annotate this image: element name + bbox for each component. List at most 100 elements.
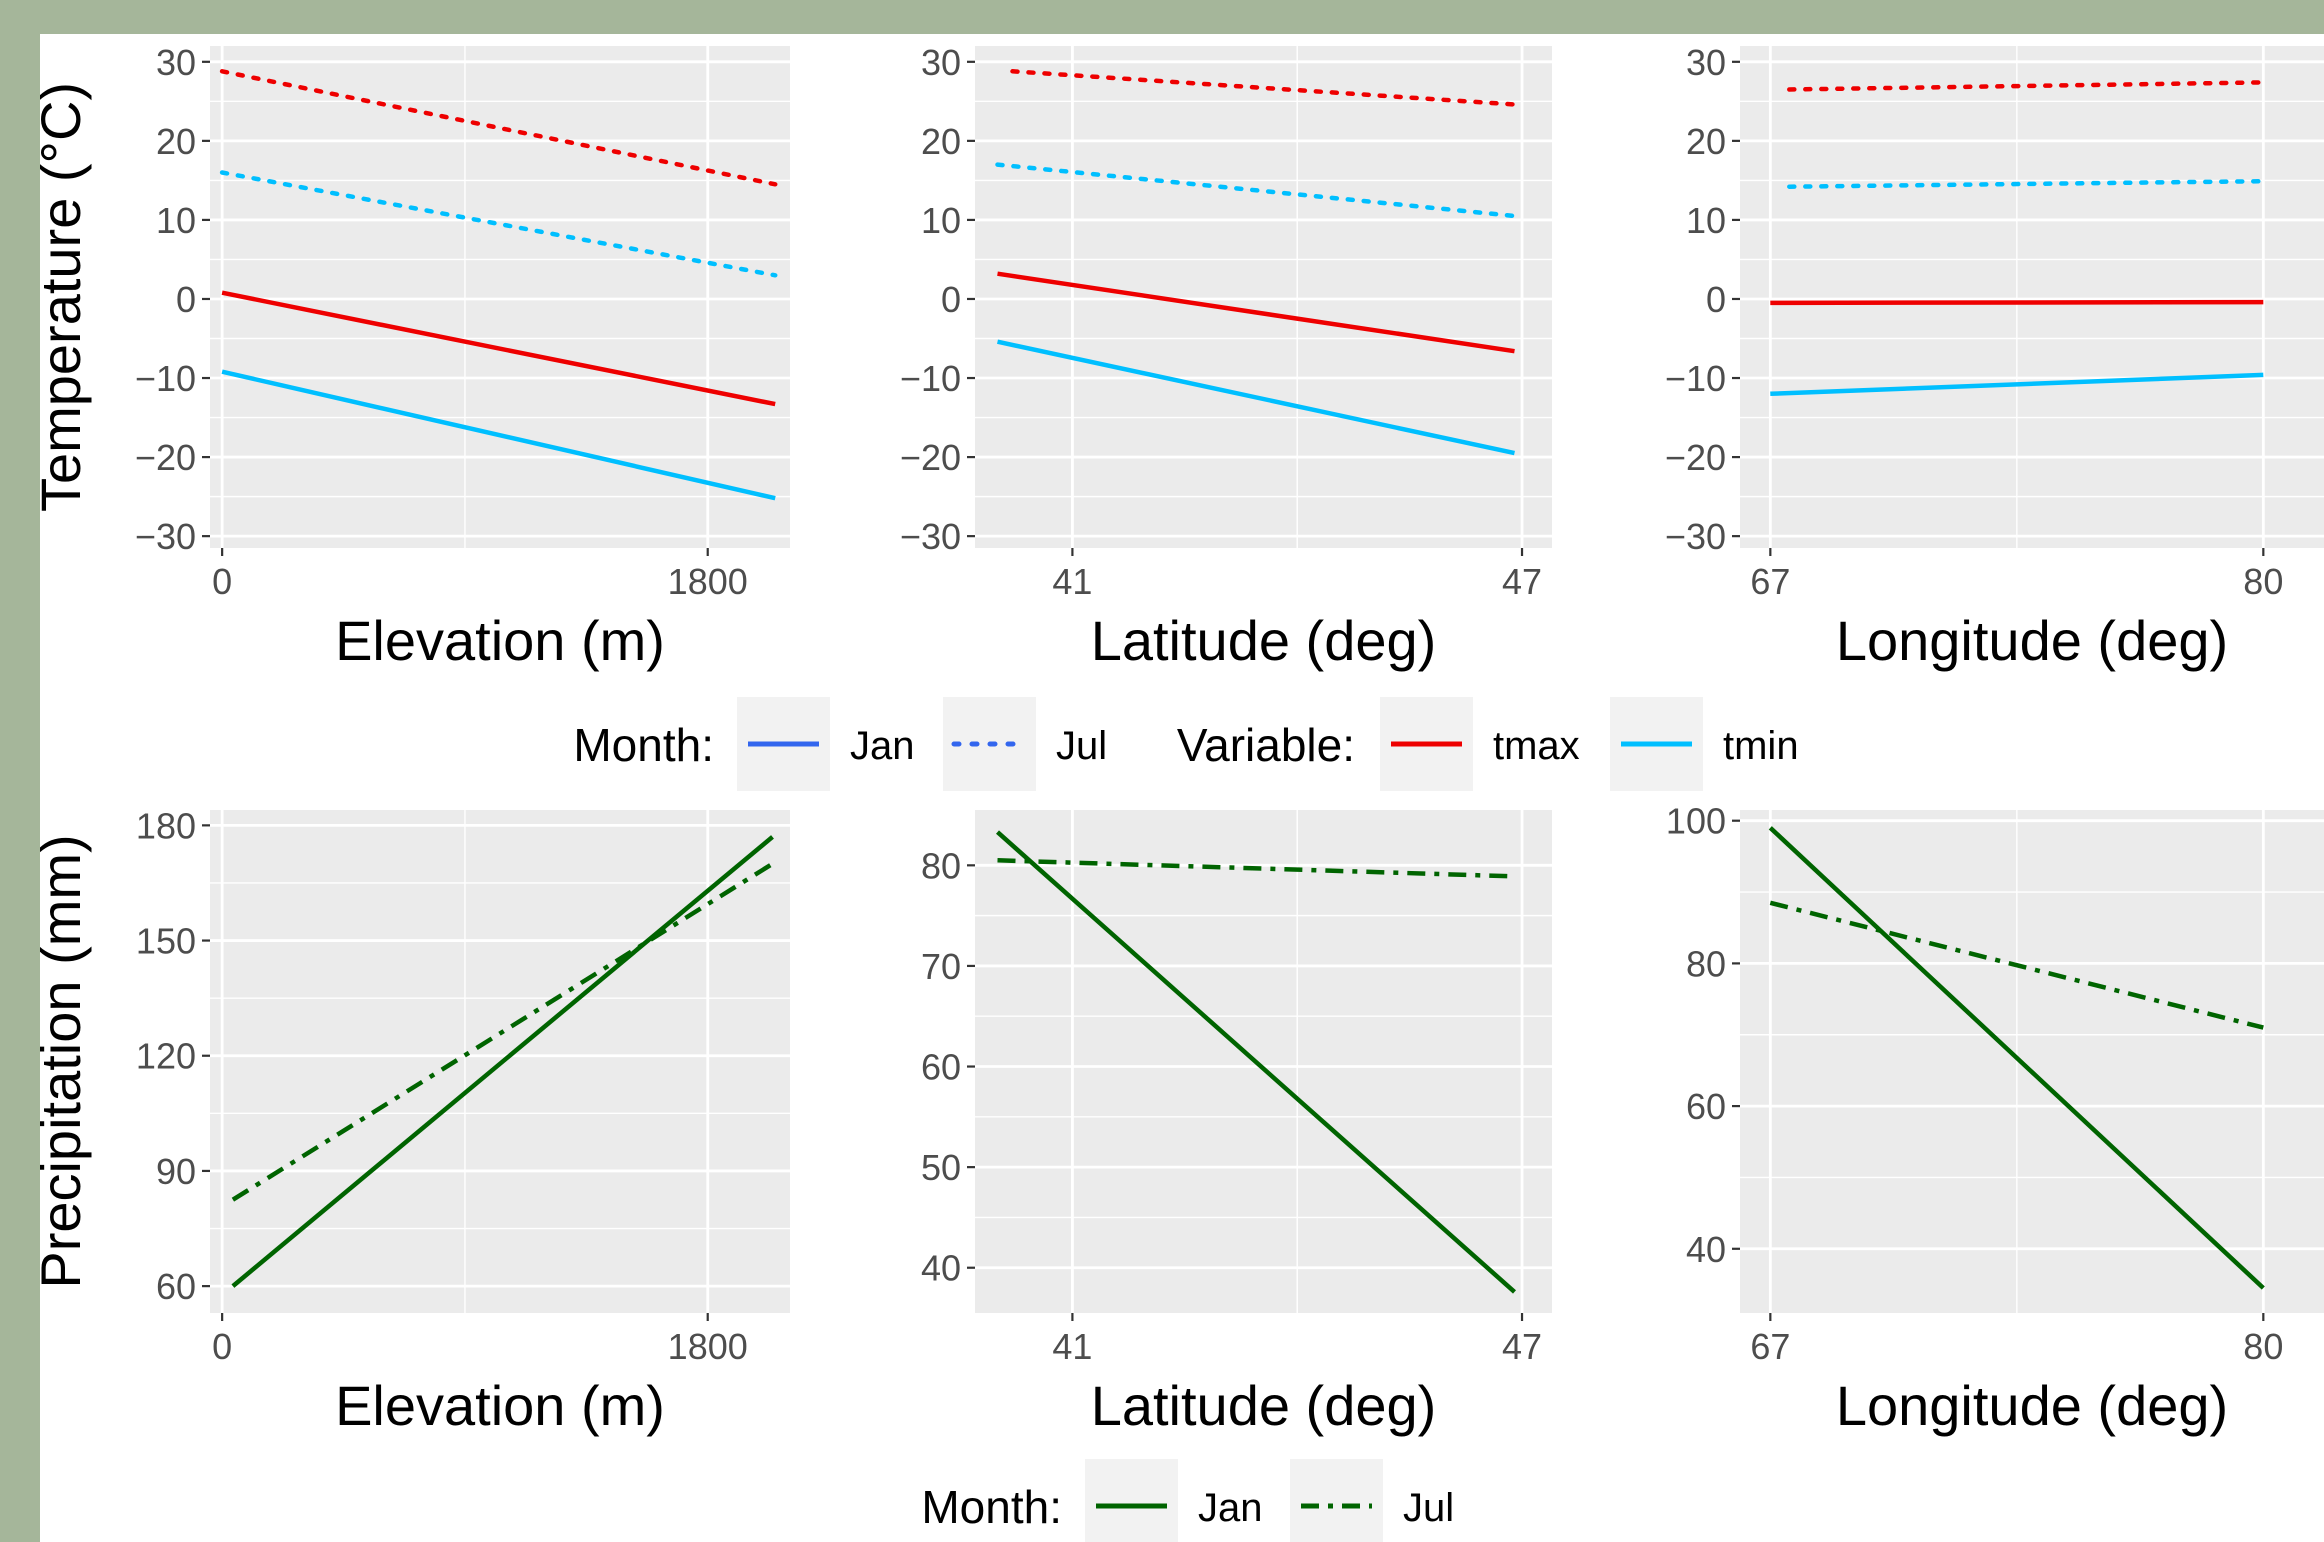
tmax-jan-line bbox=[221, 290, 776, 407]
precip-jul-line bbox=[231, 861, 774, 1202]
x-tick-label: 67 bbox=[1750, 1326, 1790, 1367]
y-tick-label: 10 bbox=[156, 200, 196, 241]
y-tick-label: 0 bbox=[176, 279, 196, 320]
y-tick-label: −30 bbox=[135, 516, 196, 557]
y-axis-title: Precipitation (mm) bbox=[40, 834, 92, 1288]
legend-label: Jul bbox=[1403, 1486, 1454, 1530]
y-tick-label: 0 bbox=[941, 279, 961, 320]
x-axis-title: Latitude (deg) bbox=[1091, 1374, 1437, 1437]
y-tick-label: 60 bbox=[156, 1266, 196, 1307]
y-tick-label: 20 bbox=[921, 121, 961, 162]
x-axis-title: Longitude (deg) bbox=[1836, 1374, 2228, 1437]
precip-jul-line bbox=[997, 858, 1515, 879]
y-tick-label: −10 bbox=[1665, 358, 1726, 399]
y-tick-label: 30 bbox=[1686, 42, 1726, 83]
y-tick-label: −20 bbox=[900, 437, 961, 478]
y-tick-label: 180 bbox=[136, 805, 196, 846]
legend-key-background bbox=[1290, 1459, 1383, 1542]
legend-title: Month: bbox=[573, 719, 714, 771]
precip-jan-line bbox=[996, 830, 1516, 1294]
precip-jan-line bbox=[231, 835, 774, 1288]
legend-title: Variable: bbox=[1177, 719, 1355, 771]
y-tick-label: 20 bbox=[1686, 121, 1726, 162]
tmin-jul-line bbox=[219, 170, 778, 278]
y-tick-label: 60 bbox=[1686, 1086, 1726, 1127]
y-tick-label: 10 bbox=[1686, 200, 1726, 241]
x-axis-title: Elevation (m) bbox=[335, 609, 665, 672]
panel-background bbox=[1740, 810, 2324, 1313]
precip-jan-line bbox=[1768, 826, 2265, 1290]
y-tick-label: 150 bbox=[136, 921, 196, 962]
panel-background bbox=[1740, 46, 2324, 548]
panel-precipitation-3: 40 60 80 100 67 80 Longitude (deg) bbox=[1666, 801, 2324, 1437]
y-tick-label: −30 bbox=[900, 516, 961, 557]
legend-label: Jul bbox=[1056, 724, 1107, 768]
y-tick-label: −20 bbox=[1665, 437, 1726, 478]
tmin-jul-line bbox=[995, 162, 1517, 219]
panel-precipitation-2: 40 50 60 70 80 41 47 Latitude (deg) bbox=[921, 810, 1552, 1437]
y-tick-label: 30 bbox=[156, 42, 196, 83]
tmin-jan-line bbox=[1770, 372, 2264, 397]
x-axis-title: Latitude (deg) bbox=[1091, 609, 1437, 672]
panel-background bbox=[975, 810, 1552, 1313]
tmin-jul-line bbox=[1787, 178, 2266, 189]
y-axis-title: Temperature (°C) bbox=[40, 82, 92, 512]
tmax-jul-line bbox=[219, 69, 778, 187]
x-tick-label: 0 bbox=[212, 561, 232, 602]
precip-jul-line bbox=[1769, 900, 2264, 1030]
legend-temperature: Month: Jan Jul Variable: tmax tmin bbox=[573, 697, 1799, 791]
y-tick-label: 10 bbox=[921, 200, 961, 241]
y-tick-label: −30 bbox=[1665, 516, 1726, 557]
x-tick-label: 67 bbox=[1750, 561, 1790, 602]
tmin-jan-line bbox=[221, 369, 776, 501]
y-tick-label: −10 bbox=[135, 358, 196, 399]
legend-label: Jan bbox=[850, 724, 915, 768]
x-tick-label: 80 bbox=[2243, 1326, 2283, 1367]
legend-precipitation: Month: Jan Jul bbox=[921, 1459, 1454, 1542]
panel-temperature-2: −30 −20 −10 0 10 20 30 41 47 Latitude (deg) bbox=[900, 42, 1552, 672]
legend-label: Jan bbox=[1198, 1486, 1263, 1530]
x-axis-title: Elevation (m) bbox=[335, 1374, 665, 1437]
y-tick-label: 40 bbox=[1686, 1229, 1726, 1270]
y-tick-label: −10 bbox=[900, 358, 961, 399]
tmax-jul-line bbox=[1010, 69, 1517, 107]
y-tick-label: 120 bbox=[136, 1036, 196, 1077]
y-tick-label: 20 bbox=[156, 121, 196, 162]
panel-background bbox=[210, 46, 790, 548]
x-tick-label: 80 bbox=[2243, 561, 2283, 602]
y-tick-label: 50 bbox=[921, 1147, 961, 1188]
y-tick-label: 80 bbox=[921, 845, 961, 886]
x-tick-label: 0 bbox=[212, 1326, 232, 1367]
x-tick-label: 47 bbox=[1502, 561, 1542, 602]
panel-background bbox=[975, 46, 1552, 548]
x-tick-label: 1800 bbox=[668, 1326, 748, 1367]
x-tick-label: 41 bbox=[1052, 1326, 1092, 1367]
x-tick-label: 41 bbox=[1052, 561, 1092, 602]
legend-label: tmax bbox=[1493, 724, 1580, 768]
panel-temperature-3: −30 −20 −10 0 10 20 30 67 80 Longitude (deg) bbox=[1665, 42, 2324, 672]
tmax-jul-line bbox=[1787, 80, 2266, 92]
legend-title: Month: bbox=[921, 1481, 1062, 1533]
legend-label: tmin bbox=[1723, 724, 1799, 768]
y-tick-label: 30 bbox=[921, 42, 961, 83]
tmin-jan-line bbox=[997, 339, 1515, 456]
x-axis-title: Longitude (deg) bbox=[1836, 609, 2228, 672]
tmax-jan-line bbox=[1770, 299, 2264, 306]
y-tick-label: 70 bbox=[921, 946, 961, 987]
y-tick-label: 60 bbox=[921, 1047, 961, 1088]
legend-key-background bbox=[1085, 1459, 1178, 1542]
figure: −30 −20 −10 0 10 20 30 0 1800 Elevation (m) Temper… bbox=[40, 34, 2324, 1542]
y-tick-label: 40 bbox=[921, 1248, 961, 1289]
tmax-jan-line bbox=[997, 271, 1515, 354]
y-tick-label: −20 bbox=[135, 437, 196, 478]
y-tick-label: 0 bbox=[1706, 279, 1726, 320]
x-tick-label: 1800 bbox=[668, 561, 748, 602]
y-tick-label: 100 bbox=[1666, 801, 1726, 842]
x-tick-label: 47 bbox=[1502, 1326, 1542, 1367]
y-tick-label: 90 bbox=[156, 1151, 196, 1192]
y-tick-label: 80 bbox=[1686, 943, 1726, 984]
